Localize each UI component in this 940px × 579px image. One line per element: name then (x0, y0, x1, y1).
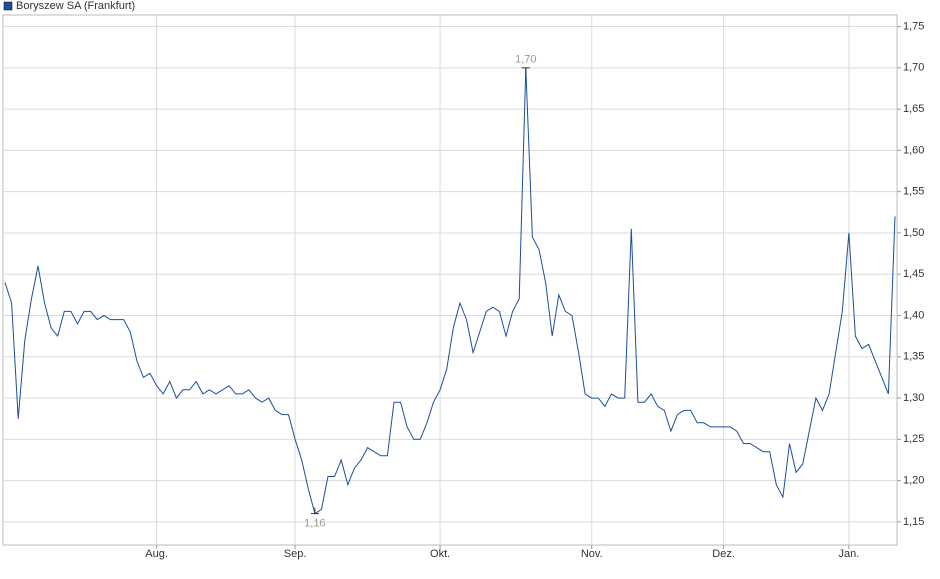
x-tick-label: Okt. (430, 548, 450, 560)
y-tick-label: 1,65 (903, 103, 924, 115)
value-label: 1,70 (515, 54, 536, 66)
legend-label: Boryszew SA (Frankfurt) (16, 0, 135, 12)
x-tick-label: Aug. (145, 548, 168, 560)
y-tick-label: 1,75 (903, 20, 924, 32)
x-tick-label: Dez. (712, 548, 735, 560)
value-label: 1,16 (304, 518, 325, 530)
y-tick-label: 1,20 (903, 475, 924, 487)
x-tick-label: Nov. (581, 548, 603, 560)
plot-area (2, 14, 898, 546)
y-tick-label: 1,70 (903, 62, 924, 74)
price-line (4, 67, 896, 515)
y-tick-label: 1,25 (903, 433, 924, 445)
y-tick-label: 1,60 (903, 144, 924, 156)
legend-swatch (3, 1, 13, 11)
y-tick-label: 1,45 (903, 268, 924, 280)
x-tick-label: Jan. (838, 548, 859, 560)
y-tick-label: 1,50 (903, 227, 924, 239)
x-tick-label: Sep. (284, 548, 307, 560)
y-tick-label: 1,55 (903, 186, 924, 198)
y-tick-label: 1,15 (903, 516, 924, 528)
y-tick-label: 1,30 (903, 392, 924, 404)
y-tick-label: 1,35 (903, 351, 924, 363)
y-tick-label: 1,40 (903, 309, 924, 321)
